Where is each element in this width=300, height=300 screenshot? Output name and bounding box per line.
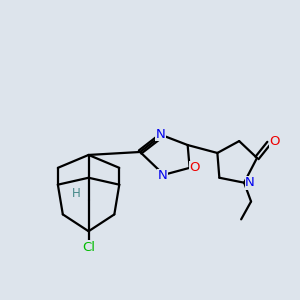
Text: H: H [72, 187, 81, 200]
Text: O: O [270, 135, 280, 148]
Text: N: N [158, 169, 168, 182]
Text: Cl: Cl [82, 241, 95, 254]
Text: N: N [245, 176, 255, 189]
Text: N: N [156, 128, 166, 141]
Text: O: O [189, 161, 200, 174]
